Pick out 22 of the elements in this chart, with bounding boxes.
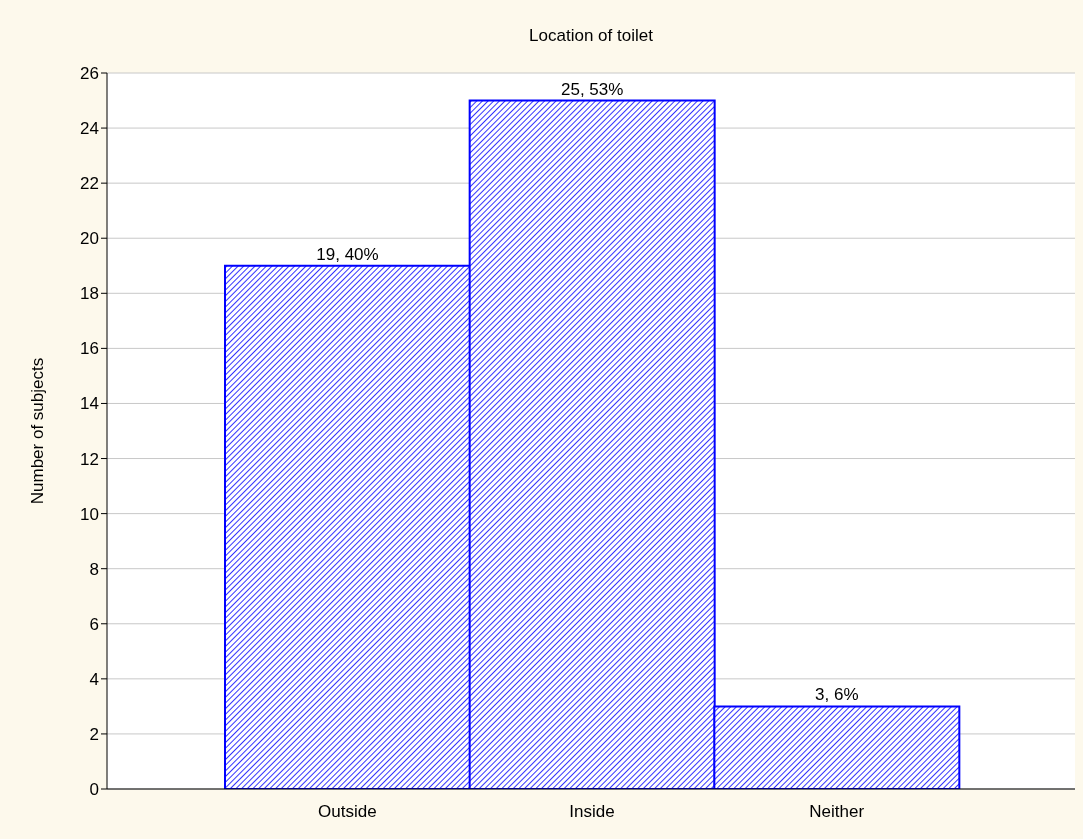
y-tick-label: 0: [89, 780, 99, 800]
y-tick-label: 18: [80, 284, 99, 304]
x-tick-label: Neither: [809, 802, 865, 822]
x-tick-label: Inside: [569, 802, 615, 822]
data-label: 25, 53%: [560, 79, 624, 99]
chart-title: Location of toilet: [528, 26, 654, 46]
y-tick-label: 6: [89, 614, 99, 634]
y-tick-label: 2: [89, 724, 99, 744]
y-tick-label: 8: [89, 559, 99, 579]
y-tick-label: 16: [80, 339, 99, 359]
data-label: 19, 40%: [316, 244, 379, 264]
y-tick-label: 22: [80, 174, 99, 194]
y-axis-title: Number of subjects: [28, 357, 48, 505]
y-tick-label: 10: [80, 504, 99, 524]
y-tick-label: 12: [80, 449, 99, 469]
y-tick-label: 26: [80, 64, 99, 84]
y-tick-label: 4: [89, 669, 99, 689]
y-tick-label: 24: [80, 119, 99, 139]
x-tick-label: Outside: [318, 802, 377, 822]
y-tick-label: 14: [80, 394, 99, 414]
data-label: 3, 6%: [815, 685, 859, 705]
y-tick-label: 20: [80, 229, 99, 249]
